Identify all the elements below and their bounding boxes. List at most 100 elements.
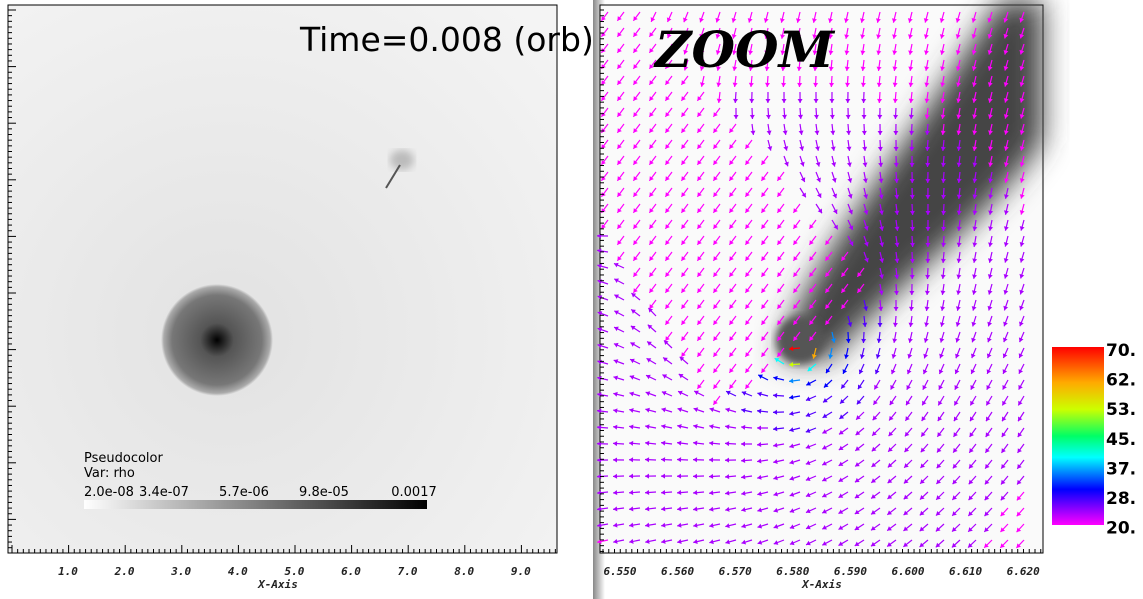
- arrow-head: [903, 542, 909, 547]
- arrow-head: [649, 192, 654, 197]
- arrow-head: [697, 96, 702, 101]
- arrow-head: [773, 409, 778, 415]
- arrow-head: [761, 320, 766, 325]
- arrow-head: [757, 458, 762, 464]
- arrow-head: [665, 128, 670, 133]
- arrow-head: [617, 96, 622, 101]
- arrow-head: [825, 256, 830, 261]
- arrow-head: [971, 321, 977, 327]
- arrow-head: [1019, 17, 1025, 23]
- arrow-head: [617, 160, 622, 165]
- arrow-head: [741, 458, 746, 464]
- arrow-head: [789, 508, 795, 513]
- arrow-head: [633, 240, 638, 245]
- arrow-head: [953, 416, 959, 422]
- arrow-head: [645, 506, 650, 512]
- arrow-head: [923, 353, 929, 359]
- arrow-head: [713, 176, 718, 181]
- arrow-head: [1001, 463, 1006, 469]
- arrow-head: [956, 290, 962, 295]
- arrow-head: [665, 160, 670, 165]
- arrow-head: [633, 208, 638, 213]
- arrow-head: [822, 525, 827, 530]
- arrow-head: [941, 226, 947, 231]
- arrow-head: [878, 210, 884, 215]
- arrow-head: [828, 66, 834, 71]
- arrow-head: [713, 112, 718, 117]
- arrow-head: [940, 82, 946, 87]
- arrow-head: [972, 242, 978, 247]
- arrow-head: [908, 34, 913, 39]
- arrow-head: [1002, 353, 1008, 359]
- arrow-head: [972, 258, 978, 263]
- arrow-head: [925, 226, 931, 231]
- arrow-head: [905, 416, 910, 421]
- arrow-head: [617, 224, 622, 229]
- arrow-head: [713, 352, 718, 357]
- arrow-head: [681, 304, 686, 309]
- arrow-head: [665, 144, 670, 149]
- arrow-head: [713, 240, 718, 245]
- arrow-head: [697, 256, 702, 261]
- arrow-head: [713, 320, 718, 325]
- arrow-head: [783, 146, 789, 151]
- arrow-head: [665, 80, 670, 85]
- arrow-head: [649, 128, 654, 133]
- arrow-head: [780, 50, 786, 55]
- arrow-head: [681, 336, 686, 341]
- arrow-head: [713, 192, 718, 197]
- arrow-head: [700, 82, 705, 87]
- arrow-head: [741, 523, 746, 529]
- arrow-head: [812, 18, 817, 23]
- arrow-head: [823, 382, 829, 388]
- legend-label: 9.8e-05: [299, 485, 349, 500]
- arrow-head: [699, 17, 704, 23]
- arrow-head: [864, 241, 869, 247]
- arrow-head: [697, 304, 702, 309]
- arrow-head: [925, 146, 931, 151]
- arrow-head: [748, 50, 754, 55]
- arrow-head: [713, 160, 718, 165]
- arrow-head: [629, 506, 634, 512]
- arrow-head: [986, 369, 992, 374]
- arrow-head: [805, 444, 811, 449]
- arrow-head: [987, 274, 993, 279]
- arrow-head: [920, 447, 926, 453]
- arrow-head: [677, 506, 682, 512]
- arrow-head: [709, 539, 714, 545]
- arrow-head: [709, 424, 714, 430]
- arrow-head: [665, 304, 670, 309]
- arrow-head: [814, 130, 820, 135]
- arrow-head: [662, 374, 668, 379]
- arrow-head: [773, 459, 778, 464]
- arrow-head: [729, 384, 734, 389]
- arrow-head: [666, 17, 672, 23]
- arrow-head: [1019, 130, 1025, 135]
- x-tick-label: 6.580: [776, 565, 809, 578]
- arrow-head: [729, 240, 734, 245]
- arrow-head: [841, 272, 846, 277]
- arrow-head: [861, 338, 867, 343]
- arrow-head: [613, 375, 619, 381]
- arrow-head: [693, 457, 698, 463]
- arrow-head: [887, 542, 892, 547]
- arrow-head: [956, 162, 962, 167]
- arrow-head: [745, 208, 750, 213]
- arrow-head: [874, 369, 880, 375]
- arrow-head: [985, 448, 990, 453]
- legend-label: 0.0017: [391, 485, 437, 500]
- arrow-head: [988, 178, 994, 183]
- arrow-head: [633, 80, 638, 85]
- arrow-head: [1003, 289, 1009, 295]
- arrow-head: [694, 390, 699, 396]
- arrow-head: [805, 412, 811, 417]
- arrow-head: [1003, 226, 1009, 231]
- arrow-head: [838, 461, 844, 466]
- arrow-head: [877, 114, 883, 119]
- arrow-head: [877, 130, 883, 135]
- arrow-head: [809, 240, 814, 245]
- arrow-head: [1003, 98, 1009, 103]
- arrow-head: [747, 34, 753, 39]
- arrow-head: [633, 96, 638, 101]
- arrow-head: [1019, 146, 1025, 151]
